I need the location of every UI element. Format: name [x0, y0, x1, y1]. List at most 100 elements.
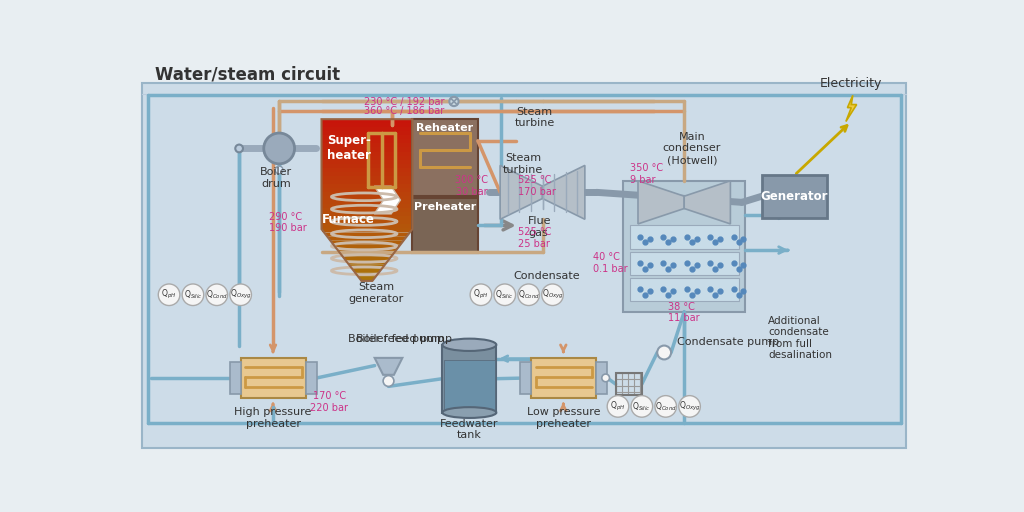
Polygon shape	[322, 200, 413, 204]
Circle shape	[206, 284, 227, 306]
Text: 230 °C / 192 bar: 230 °C / 192 bar	[364, 97, 444, 107]
Polygon shape	[322, 168, 413, 172]
Circle shape	[655, 396, 677, 417]
Ellipse shape	[442, 338, 497, 351]
Text: Q$_{Cond}$: Q$_{Cond}$	[518, 288, 540, 301]
Polygon shape	[322, 172, 413, 176]
Text: Q$_{Oxyg}$: Q$_{Oxyg}$	[229, 288, 252, 301]
Polygon shape	[322, 184, 413, 188]
Polygon shape	[334, 245, 400, 248]
Text: Q$_{Silic}$: Q$_{Silic}$	[633, 400, 651, 413]
Polygon shape	[846, 95, 857, 121]
Text: Water/steam circuit: Water/steam circuit	[156, 66, 340, 83]
Polygon shape	[322, 131, 413, 135]
Bar	[444, 360, 495, 411]
Circle shape	[264, 133, 295, 164]
Polygon shape	[322, 127, 413, 131]
Bar	[413, 119, 478, 196]
Polygon shape	[352, 269, 382, 273]
Polygon shape	[355, 273, 379, 277]
Circle shape	[182, 284, 204, 306]
Bar	[241, 358, 306, 398]
Polygon shape	[322, 188, 413, 192]
Polygon shape	[322, 143, 413, 147]
Polygon shape	[322, 135, 413, 139]
Polygon shape	[331, 241, 403, 245]
Text: Feedwater
tank: Feedwater tank	[440, 419, 499, 440]
Circle shape	[679, 396, 700, 417]
Circle shape	[275, 166, 283, 174]
Polygon shape	[322, 176, 413, 180]
Circle shape	[631, 396, 652, 417]
Polygon shape	[322, 192, 413, 196]
Bar	[762, 176, 826, 218]
Circle shape	[607, 396, 629, 417]
Text: Additional
condensate
from full
desalination: Additional condensate from full desalina…	[768, 315, 833, 360]
Bar	[531, 358, 596, 398]
Circle shape	[450, 97, 459, 106]
Text: 170 °C
220 bar: 170 °C 220 bar	[310, 391, 348, 413]
Polygon shape	[684, 181, 730, 224]
Circle shape	[518, 284, 540, 306]
Polygon shape	[343, 257, 391, 261]
Text: Q$_{Cond}$: Q$_{Cond}$	[206, 288, 227, 301]
Polygon shape	[337, 248, 397, 252]
Polygon shape	[322, 216, 413, 220]
Circle shape	[236, 144, 243, 152]
Text: 360 °C / 186 bar: 360 °C / 186 bar	[364, 106, 444, 116]
Text: Low pressure
preheater: Low pressure preheater	[526, 407, 600, 429]
Bar	[520, 362, 531, 394]
Text: Condensate pump: Condensate pump	[677, 337, 779, 348]
Text: Generator: Generator	[761, 189, 828, 203]
Bar	[630, 225, 739, 248]
Polygon shape	[322, 224, 413, 228]
Circle shape	[542, 284, 563, 306]
Text: 38 °C
11 bar: 38 °C 11 bar	[668, 302, 699, 323]
Circle shape	[383, 376, 394, 387]
Polygon shape	[322, 220, 413, 224]
Text: Q$_{Oxyg}$: Q$_{Oxyg}$	[542, 288, 563, 301]
Bar	[624, 181, 745, 312]
Polygon shape	[322, 196, 413, 200]
Bar	[630, 278, 739, 301]
Text: Steam
turbine: Steam turbine	[503, 153, 544, 175]
Polygon shape	[322, 147, 413, 152]
Polygon shape	[322, 208, 413, 212]
Polygon shape	[322, 164, 413, 168]
Bar	[630, 251, 739, 275]
Circle shape	[602, 374, 609, 382]
Text: Q$_{pH}$: Q$_{pH}$	[162, 288, 177, 301]
Polygon shape	[500, 165, 543, 219]
Text: 290 °C
190 bar: 290 °C 190 bar	[269, 211, 307, 233]
Polygon shape	[322, 152, 413, 156]
Text: Preheater: Preheater	[414, 202, 476, 212]
Circle shape	[494, 284, 515, 306]
Polygon shape	[322, 156, 413, 160]
Polygon shape	[322, 180, 413, 184]
Polygon shape	[322, 119, 413, 123]
Text: 300 °C
30 bar: 300 °C 30 bar	[455, 176, 487, 197]
Bar	[615, 373, 642, 395]
Bar	[306, 362, 316, 394]
Polygon shape	[375, 358, 402, 375]
Text: Steam
generator: Steam generator	[349, 283, 404, 304]
Text: Boiler
drum: Boiler drum	[260, 167, 292, 188]
Text: Electricity: Electricity	[820, 77, 883, 90]
Text: Super-
heater: Super- heater	[327, 135, 371, 162]
Text: Q$_{Cond}$: Q$_{Cond}$	[654, 400, 677, 413]
Text: Boiler feed pump: Boiler feed pump	[348, 334, 444, 344]
Text: Boiler feed pump: Boiler feed pump	[356, 334, 452, 344]
Bar	[230, 362, 241, 394]
Text: Q$_{pH}$: Q$_{pH}$	[610, 400, 626, 413]
Polygon shape	[324, 232, 410, 237]
Polygon shape	[322, 228, 413, 232]
Circle shape	[230, 284, 252, 306]
Text: Condensate: Condensate	[513, 271, 580, 281]
Polygon shape	[543, 165, 585, 219]
Text: Flue
gas: Flue gas	[528, 216, 551, 238]
Polygon shape	[322, 160, 413, 164]
Polygon shape	[358, 277, 376, 281]
Polygon shape	[322, 212, 413, 216]
Ellipse shape	[442, 407, 497, 418]
Text: 350 °C
9 bar: 350 °C 9 bar	[631, 163, 664, 185]
